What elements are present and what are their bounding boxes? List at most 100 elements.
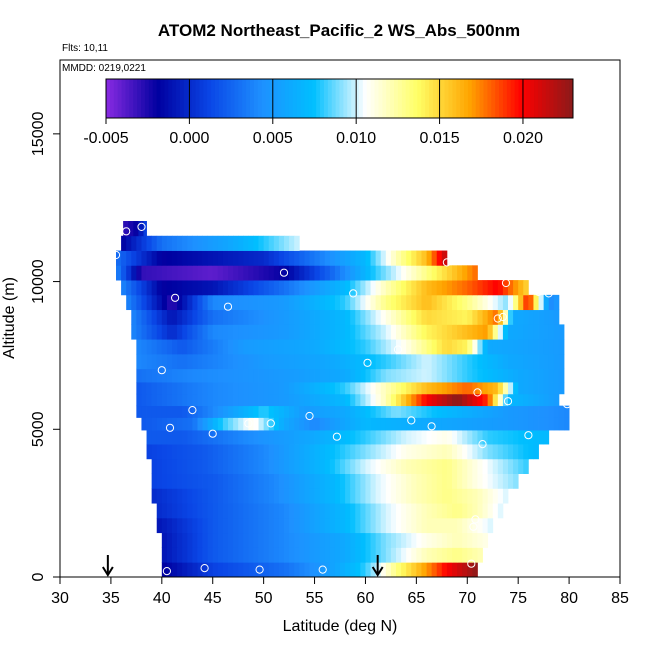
heatmap-cell <box>294 444 300 460</box>
heatmap-cell <box>299 405 305 418</box>
heatmap-cell <box>238 382 244 395</box>
heatmap-cell <box>238 235 244 251</box>
heatmap-cell <box>426 517 433 534</box>
heatmap-cell <box>411 532 417 548</box>
heatmap-cell <box>248 458 254 474</box>
heatmap-cell <box>166 532 173 548</box>
heatmap-cell <box>222 265 229 281</box>
heatmap-cell <box>452 473 458 489</box>
heatmap-cell <box>406 473 412 489</box>
heatmap-cell <box>233 417 239 431</box>
heatmap-cell <box>406 405 412 418</box>
colorbar-segment <box>378 79 383 118</box>
colorbar-segment <box>144 79 150 118</box>
heatmap-cell <box>177 368 183 383</box>
heatmap-cell <box>238 473 244 489</box>
colorbar-segment <box>312 79 317 118</box>
heatmap-cell <box>401 488 407 504</box>
heatmap-cell <box>161 294 168 311</box>
heatmap-cell <box>151 488 158 504</box>
heatmap-cell <box>284 405 290 418</box>
heatmap-cell <box>340 517 346 534</box>
heatmap-cell <box>156 503 163 519</box>
heatmap-cell <box>151 458 158 474</box>
heatmap-cell <box>289 488 295 504</box>
heatmap-cell <box>436 517 443 534</box>
heatmap-cell <box>253 473 259 489</box>
heatmap-cell <box>370 547 377 563</box>
colorbar-segment <box>148 79 154 118</box>
heatmap-cell <box>365 417 371 431</box>
heatmap-cell <box>538 324 545 340</box>
heatmap-cell <box>319 265 326 281</box>
heatmap-cell <box>355 368 361 383</box>
heatmap-cell <box>273 473 280 489</box>
colorbar-segment <box>156 79 161 118</box>
heatmap-cell <box>212 368 219 383</box>
heatmap-cell <box>329 562 336 578</box>
heatmap-cell <box>294 430 300 445</box>
heatmap-cell <box>156 250 163 266</box>
heatmap-cell <box>431 532 438 548</box>
heatmap-cell <box>263 235 270 251</box>
heatmap-cell <box>538 368 545 383</box>
heatmap-cell <box>243 280 249 296</box>
heatmap-cell <box>482 405 489 418</box>
heatmap-cell <box>462 294 468 311</box>
heatmap-cell <box>212 532 219 548</box>
heatmap-cell <box>421 368 427 383</box>
heatmap-cell <box>482 353 489 370</box>
heatmap-cell <box>406 339 412 355</box>
x-tick-label: 75 <box>509 590 527 607</box>
heatmap-cell <box>131 280 137 296</box>
heatmap-cell <box>497 473 504 489</box>
heatmap-cell <box>238 353 244 370</box>
heatmap-cell <box>324 339 331 355</box>
heatmap-cell <box>334 382 341 395</box>
heatmap-cell <box>350 473 356 489</box>
heatmap-cell <box>492 503 499 519</box>
heatmap-cell <box>401 368 407 383</box>
heatmap-cell <box>477 417 483 431</box>
heatmap-cell <box>426 309 433 325</box>
heatmap-cell <box>329 547 336 563</box>
heatmap-cell <box>284 488 290 504</box>
heatmap-cell <box>401 324 407 340</box>
heatmap-cell <box>334 517 341 534</box>
heatmap-cell <box>187 417 193 431</box>
heatmap-cell <box>268 265 275 281</box>
heatmap-cell <box>182 393 188 407</box>
heatmap-cell <box>238 294 244 311</box>
heatmap-cell <box>396 353 402 370</box>
heatmap-cell <box>533 324 539 340</box>
heatmap-cell <box>365 309 371 325</box>
heatmap-cell <box>324 430 331 445</box>
colorbar-segment <box>125 79 130 118</box>
heatmap-cell <box>421 382 427 395</box>
colorbar-segment <box>475 79 481 118</box>
heatmap-cell <box>426 382 433 395</box>
heatmap-cell <box>309 368 315 383</box>
sample-point <box>393 345 403 354</box>
heatmap-cell <box>365 532 371 548</box>
heatmap-cell <box>401 473 407 489</box>
heatmap-cell <box>289 562 295 578</box>
heatmap-cell <box>273 250 280 266</box>
heatmap-cell <box>513 405 519 418</box>
heatmap-cell <box>278 309 285 325</box>
heatmap-cell <box>258 280 265 296</box>
heatmap-cell <box>248 517 254 534</box>
heatmap-cell <box>151 417 158 431</box>
heatmap-cell <box>553 382 560 395</box>
heatmap-cell <box>172 562 178 578</box>
heatmap-cell <box>467 473 473 489</box>
heatmap-cell <box>416 368 422 383</box>
heatmap-cell <box>172 488 178 504</box>
heatmap-cell <box>370 393 377 407</box>
heatmap-cell <box>497 417 504 431</box>
heatmap-cell <box>304 405 310 418</box>
heatmap-cell <box>482 532 489 548</box>
heatmap-cell <box>446 532 453 548</box>
heatmap-cell <box>462 393 468 407</box>
heatmap-cell <box>482 444 489 460</box>
